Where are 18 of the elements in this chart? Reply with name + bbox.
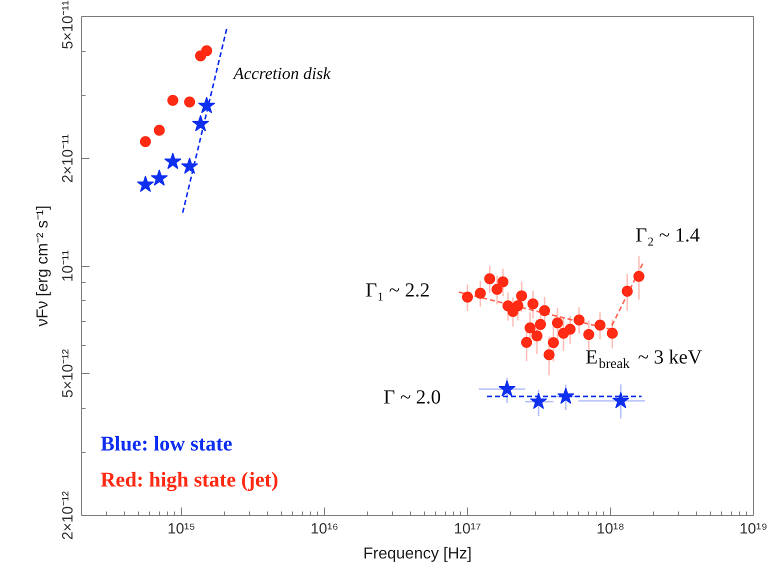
x-axis-title: Frequency [Hz] [363, 546, 472, 562]
y-tick-label: 5×10⁻¹² [60, 349, 76, 398]
y-axis-title: νFν [erg cm⁻² s⁻¹] [34, 205, 52, 327]
y-tick-label: 10⁻¹¹ [60, 250, 76, 282]
annotation: Accretion disk [232, 64, 332, 83]
annotation: Γ ~ 2.0 [384, 386, 441, 408]
annotation: Blue: low state [100, 432, 232, 456]
annotation: Γ₂ ~ 1.4 [636, 224, 700, 246]
y-tick-label: 5×10⁻¹¹ [60, 0, 76, 50]
annotation: Γ₁ ~ 2.2 [366, 280, 430, 302]
y-tick-label: 2×10⁻¹¹ [60, 134, 76, 183]
x-tick-label: 10¹⁸ [596, 520, 624, 538]
x-tick-label: 10¹⁹ [739, 520, 768, 538]
y-tick-label: 2×10⁻¹² [60, 491, 76, 540]
x-tick-label: 10¹⁵ [168, 520, 196, 538]
x-tick-label: 10¹⁶ [310, 520, 338, 538]
annotation: Red: high state (jet) [100, 468, 278, 492]
x-tick-label: 10¹⁷ [454, 520, 482, 538]
